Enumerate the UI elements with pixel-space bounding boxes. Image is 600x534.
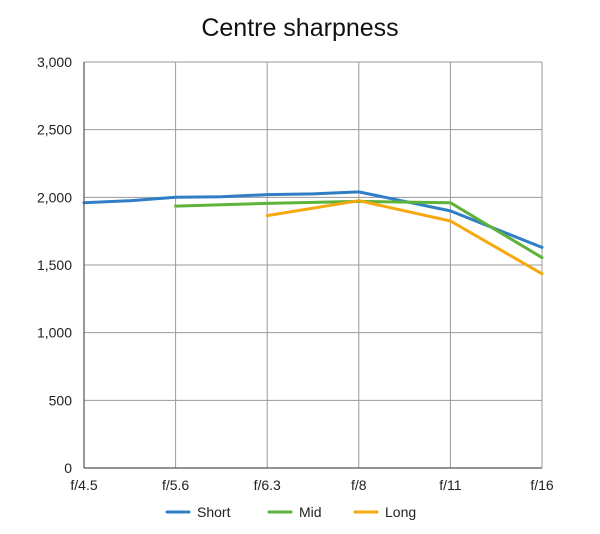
y-tick-label: 1,000	[37, 325, 72, 341]
legend: Short Mid Long	[165, 504, 416, 520]
y-tick-label: 3,000	[37, 54, 72, 70]
x-tick-label: f/16	[530, 477, 554, 493]
axes: 0 500 1,000 1,500 2,000 2,500 3,000 f/4.5 f/5.6 f…	[37, 54, 554, 493]
series-line-long	[265, 199, 544, 276]
series-line-short	[82, 190, 544, 249]
x-tick-label: f/4.5	[70, 477, 97, 493]
x-tick-label: f/8	[351, 477, 367, 493]
x-tick-label: f/11	[439, 477, 462, 493]
x-tick-label: f/5.6	[162, 477, 189, 493]
legend-label-short: Short	[197, 504, 231, 520]
legend-label-long: Long	[385, 504, 416, 520]
y-tick-label: 2,000	[37, 189, 72, 205]
y-tick-label: 2,500	[37, 122, 72, 138]
legend-label-mid: Mid	[299, 504, 322, 520]
chart-title: Centre sharpness	[201, 14, 399, 42]
y-tick-label: 0	[64, 460, 72, 476]
y-tick-label: 1,500	[37, 257, 72, 273]
series-lines	[82, 190, 544, 276]
y-tick-label: 500	[49, 392, 73, 408]
grid	[83, 61, 543, 469]
x-tick-label: f/6.3	[254, 477, 281, 493]
